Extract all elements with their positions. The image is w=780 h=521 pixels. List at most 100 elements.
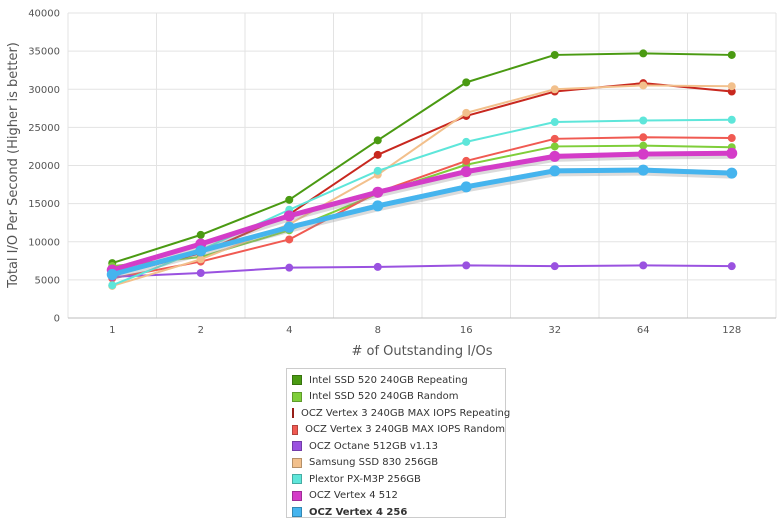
data-point: [550, 118, 559, 127]
grid-lines: [67, 12, 777, 319]
series-line: [111, 167, 732, 277]
y-tick-label: 40000: [28, 9, 60, 20]
data-point: [550, 85, 559, 94]
legend-label: OCZ Vertex 4 512: [309, 490, 398, 502]
x-axis-title: # of Outstanding I/Os: [351, 344, 492, 359]
data-point: [195, 245, 207, 257]
x-tick-label: 16: [460, 325, 473, 336]
data-point: [372, 200, 384, 212]
data-point: [285, 195, 294, 204]
x-tick-label: 128: [722, 325, 741, 336]
data-point: [639, 81, 648, 90]
legend-item: OCZ Vertex 4 256: [287, 504, 505, 521]
legend-item: Intel SSD 520 240GB Random: [287, 389, 505, 406]
data-point: [727, 82, 736, 91]
data-point: [462, 261, 471, 270]
data-point: [639, 116, 648, 125]
line-chart: 0 5000 10000 15000 20000 25000 30000 35000 40000…: [6, 9, 777, 359]
x-tick-label: 32: [548, 325, 561, 336]
data-point: [285, 263, 294, 272]
series-line: [112, 264, 732, 278]
y-tick-label: 5000: [35, 275, 60, 286]
data-point: [550, 262, 559, 271]
data-point: [106, 269, 118, 281]
legend-item: OCZ Vertex 4 512: [287, 488, 505, 505]
series-8: [106, 164, 738, 281]
data-point: [196, 230, 205, 239]
legend-label: Plextor PX-M3P 256GB: [309, 473, 421, 485]
legend-swatch: [292, 424, 299, 435]
series-0: [108, 49, 736, 268]
legend-label: Samsung SSD 830 256GB: [309, 457, 439, 469]
data-point: [727, 50, 736, 59]
data-point: [550, 134, 559, 143]
legend-swatch: [292, 441, 302, 452]
data-point: [373, 262, 382, 271]
legend-label: OCZ Vertex 4 256: [309, 506, 408, 518]
data-point: [285, 235, 294, 244]
data-point: [726, 167, 738, 179]
data-point: [196, 269, 205, 278]
chart-legend: Intel SSD 520 240GB Repeating Intel SSD 5…: [286, 368, 510, 521]
y-tick-label: 30000: [28, 85, 60, 96]
data-point: [639, 49, 648, 58]
data-point: [639, 261, 648, 270]
y-tick-label: 0: [54, 314, 60, 325]
legend-label: OCZ Vertex 3 240GB MAX IOPS Random: [305, 424, 505, 436]
data-point: [639, 141, 648, 150]
data-point: [373, 136, 382, 145]
y-tick-label: 10000: [28, 237, 60, 248]
x-tick-label: 2: [198, 325, 204, 336]
data-point: [462, 137, 471, 146]
y-axis-ticks: 0 5000 10000 15000 20000 25000 30000 35000 40000: [28, 9, 60, 325]
series-lines: [106, 49, 738, 290]
x-tick-label: 64: [637, 325, 650, 336]
legend-label: OCZ Vertex 3 240GB MAX IOPS Repeating: [301, 407, 511, 419]
data-point: [373, 166, 382, 175]
x-tick-label: 4: [286, 325, 292, 336]
series-line: [111, 118, 732, 287]
x-axis-ticks: 1 2 4 8 16 32 64 128: [109, 325, 741, 336]
data-point: [637, 148, 649, 160]
y-tick-label: 20000: [28, 161, 60, 172]
data-point: [462, 78, 471, 87]
data-point: [196, 255, 205, 264]
data-point: [462, 108, 471, 117]
data-point: [550, 50, 559, 59]
data-point: [727, 134, 736, 143]
legend-swatch: [292, 474, 302, 485]
legend-item: Samsung SSD 830 256GB: [287, 455, 505, 472]
data-point: [726, 147, 738, 159]
data-point: [549, 165, 561, 177]
legend-swatch: [292, 457, 302, 468]
data-point: [460, 166, 472, 178]
data-point: [639, 133, 648, 142]
y-tick-label: 35000: [28, 47, 60, 58]
legend-item: Intel SSD 520 240GB Repeating: [287, 372, 505, 389]
legend-swatch: [292, 391, 302, 402]
legend-swatch: [292, 490, 302, 501]
data-point: [108, 281, 117, 290]
data-point: [373, 150, 382, 159]
y-tick-label: 25000: [28, 123, 60, 134]
y-axis-title: Total I/O Per Second (Higher is better): [6, 42, 21, 289]
y-tick-label: 15000: [28, 199, 60, 210]
legend-item: OCZ Vertex 3 240GB MAX IOPS Repeating: [287, 405, 510, 422]
data-point: [462, 156, 471, 165]
data-point: [549, 150, 561, 162]
data-point: [550, 142, 559, 151]
x-tick-label: 8: [375, 325, 381, 336]
legend-label: OCZ Octane 512GB v1.13: [309, 440, 439, 452]
legend-swatch: [292, 408, 294, 419]
x-tick-label: 1: [109, 325, 115, 336]
legend-swatch: [292, 375, 302, 386]
data-point: [637, 164, 649, 176]
series-line: [111, 52, 732, 265]
data-point: [283, 210, 295, 222]
data-point: [727, 262, 736, 271]
series-line: [111, 150, 732, 273]
series-line: [112, 136, 732, 280]
data-point: [727, 115, 736, 124]
legend-item: OCZ Vertex 3 240GB MAX IOPS Random: [287, 422, 505, 439]
series-line: [111, 84, 732, 287]
